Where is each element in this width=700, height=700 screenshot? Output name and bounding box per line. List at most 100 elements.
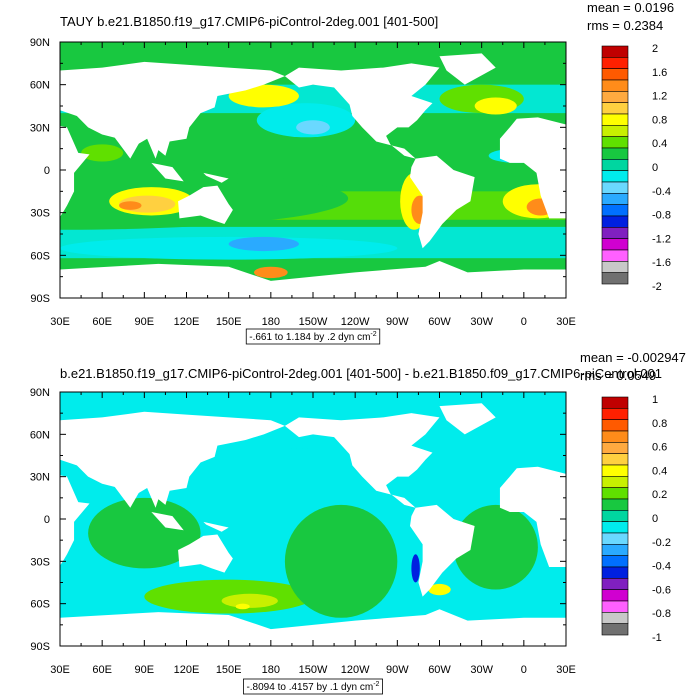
y-tick-label: 30S (30, 208, 50, 220)
x-tick-label: 30W (470, 316, 493, 328)
colorbar-label: -0.8 (652, 210, 671, 222)
land-mask (284, 413, 440, 508)
x-tick-label: 150E (216, 664, 242, 676)
colorbar-swatch (601, 79, 629, 92)
land-mask (151, 511, 184, 531)
y-tick-label: 30N (30, 122, 50, 134)
chart-title: b.e21.B1850.f19_g17.CMIP6-piControl-2deg… (60, 366, 662, 381)
colorbar-swatch (601, 238, 629, 251)
colorbar-swatch (601, 102, 629, 115)
land-mask (409, 155, 475, 249)
colorbar-label: 0.8 (652, 418, 667, 430)
colorbar-swatch (601, 204, 629, 217)
panel-2: 30E 60E 90E 120E 150E 180 150W 120W 90W 60W 30W 0 30… (30, 350, 686, 695)
land-mask (499, 466, 566, 567)
y-tick-label: 90N (30, 37, 50, 49)
land-mask (499, 117, 566, 219)
colorbar-label: 0.4 (652, 465, 667, 477)
colorbar-swatch (601, 476, 629, 488)
x-tick-label: 90W (386, 664, 409, 676)
field-anomaly (453, 504, 538, 590)
colorbar-swatch (601, 136, 629, 149)
land-mask (203, 521, 229, 532)
x-tick-label: 150W (299, 316, 328, 328)
x-tick-label: 30E (556, 316, 576, 328)
field-anomaly (228, 236, 299, 252)
y-tick-label: 60N (30, 80, 50, 92)
colorbar-swatch (601, 272, 629, 285)
field-anomaly (235, 603, 250, 610)
colorbar-swatch (601, 181, 629, 194)
y-tick-label: 90N (30, 387, 50, 399)
colorbar-label: -0.8 (652, 608, 671, 620)
field-anomaly (256, 103, 356, 138)
field-anomaly (81, 144, 124, 162)
colorbar-swatch (601, 396, 629, 409)
colorbar-label: 0.2 (652, 489, 667, 501)
y-tick-label: 90S (30, 641, 50, 653)
y-tick-label: 0 (44, 165, 50, 177)
colorbar-swatch (601, 68, 629, 81)
land-mask (113, 135, 142, 159)
colorbar-swatch (601, 566, 629, 579)
colorbar-swatch (601, 125, 629, 137)
colorbar-label: -0.2 (652, 537, 671, 549)
x-tick-label: 30E (50, 664, 70, 676)
colorbar-swatch (601, 555, 629, 568)
field-anomaly (253, 266, 288, 279)
x-tick-label: 30E (556, 664, 576, 676)
contour-info-text: -.8094 to .4157 by .1 dyn cm-2 (246, 681, 379, 693)
colorbar-label: 0.4 (652, 138, 667, 150)
colorbar: 2 1.6 1.2 0.8 0.4 0 -0.4 -0.8 -1.2 -1.6 -2 (601, 43, 671, 293)
x-tick-label: 0 (521, 664, 527, 676)
x-tick-label: 180 (262, 316, 280, 328)
colorbar-label: -0.4 (652, 186, 671, 198)
contour-info: -.8094 to .4157 by .1 dyn cm-2 (243, 678, 383, 695)
map-field (60, 403, 566, 646)
colorbar-swatch (601, 578, 629, 590)
x-tick-label: 120E (174, 316, 200, 328)
colorbar-label: -0.4 (652, 561, 671, 573)
land-mask (60, 475, 90, 566)
land-mask (60, 411, 285, 508)
colorbar-swatch (601, 227, 629, 239)
field-anomaly (221, 593, 278, 608)
field-anomaly (284, 504, 398, 618)
colorbar-swatch (601, 498, 629, 511)
contour-unit-exponent: -2 (373, 681, 379, 688)
colorbar-swatch (601, 464, 629, 477)
colorbar-swatch (601, 623, 629, 636)
x-tick-label: 90E (135, 316, 155, 328)
colorbar-label: -0.6 (652, 584, 671, 596)
x-tick-label: 0 (521, 316, 527, 328)
colorbar-label: 0.8 (652, 114, 667, 126)
colorbar-swatch (601, 589, 629, 602)
colorbar-swatch (601, 521, 629, 534)
colorbar-swatch (601, 612, 629, 624)
colorbar-swatch (601, 532, 629, 545)
contour-info: -.661 to 1.184 by .2 dyn cm-2 (245, 328, 381, 345)
y-tick-label: 60S (30, 250, 50, 262)
land-mask (284, 63, 440, 159)
y-tick-label: 30S (30, 556, 50, 568)
field-anomaly (60, 236, 398, 260)
colorbar-swatch (601, 510, 629, 522)
colorbar-label: 0.6 (652, 442, 667, 454)
y-tick-label: 60N (30, 429, 50, 441)
colorbar-swatch (601, 261, 629, 273)
colorbar-swatch (601, 408, 629, 420)
land-mask (439, 53, 496, 85)
colorbar-label: 1 (652, 394, 658, 406)
contour-info-text: -.661 to 1.184 by .2 dyn cm-2 (249, 331, 377, 343)
land-mask (60, 125, 90, 217)
y-tick-label: 60S (30, 599, 50, 611)
chart-title: TAUY b.e21.B1850.f19_g17.CMIP6-piControl… (60, 14, 438, 29)
y-tick-label: 90S (30, 293, 50, 305)
colorbar-swatch (601, 544, 629, 556)
stat-rms: rms = 0.0549 (580, 368, 656, 383)
colorbar-swatch (601, 215, 629, 228)
colorbar-swatch (601, 170, 629, 183)
field-anomaly (228, 84, 299, 108)
field-anomaly (242, 448, 356, 505)
colorbar-swatch (601, 600, 629, 613)
